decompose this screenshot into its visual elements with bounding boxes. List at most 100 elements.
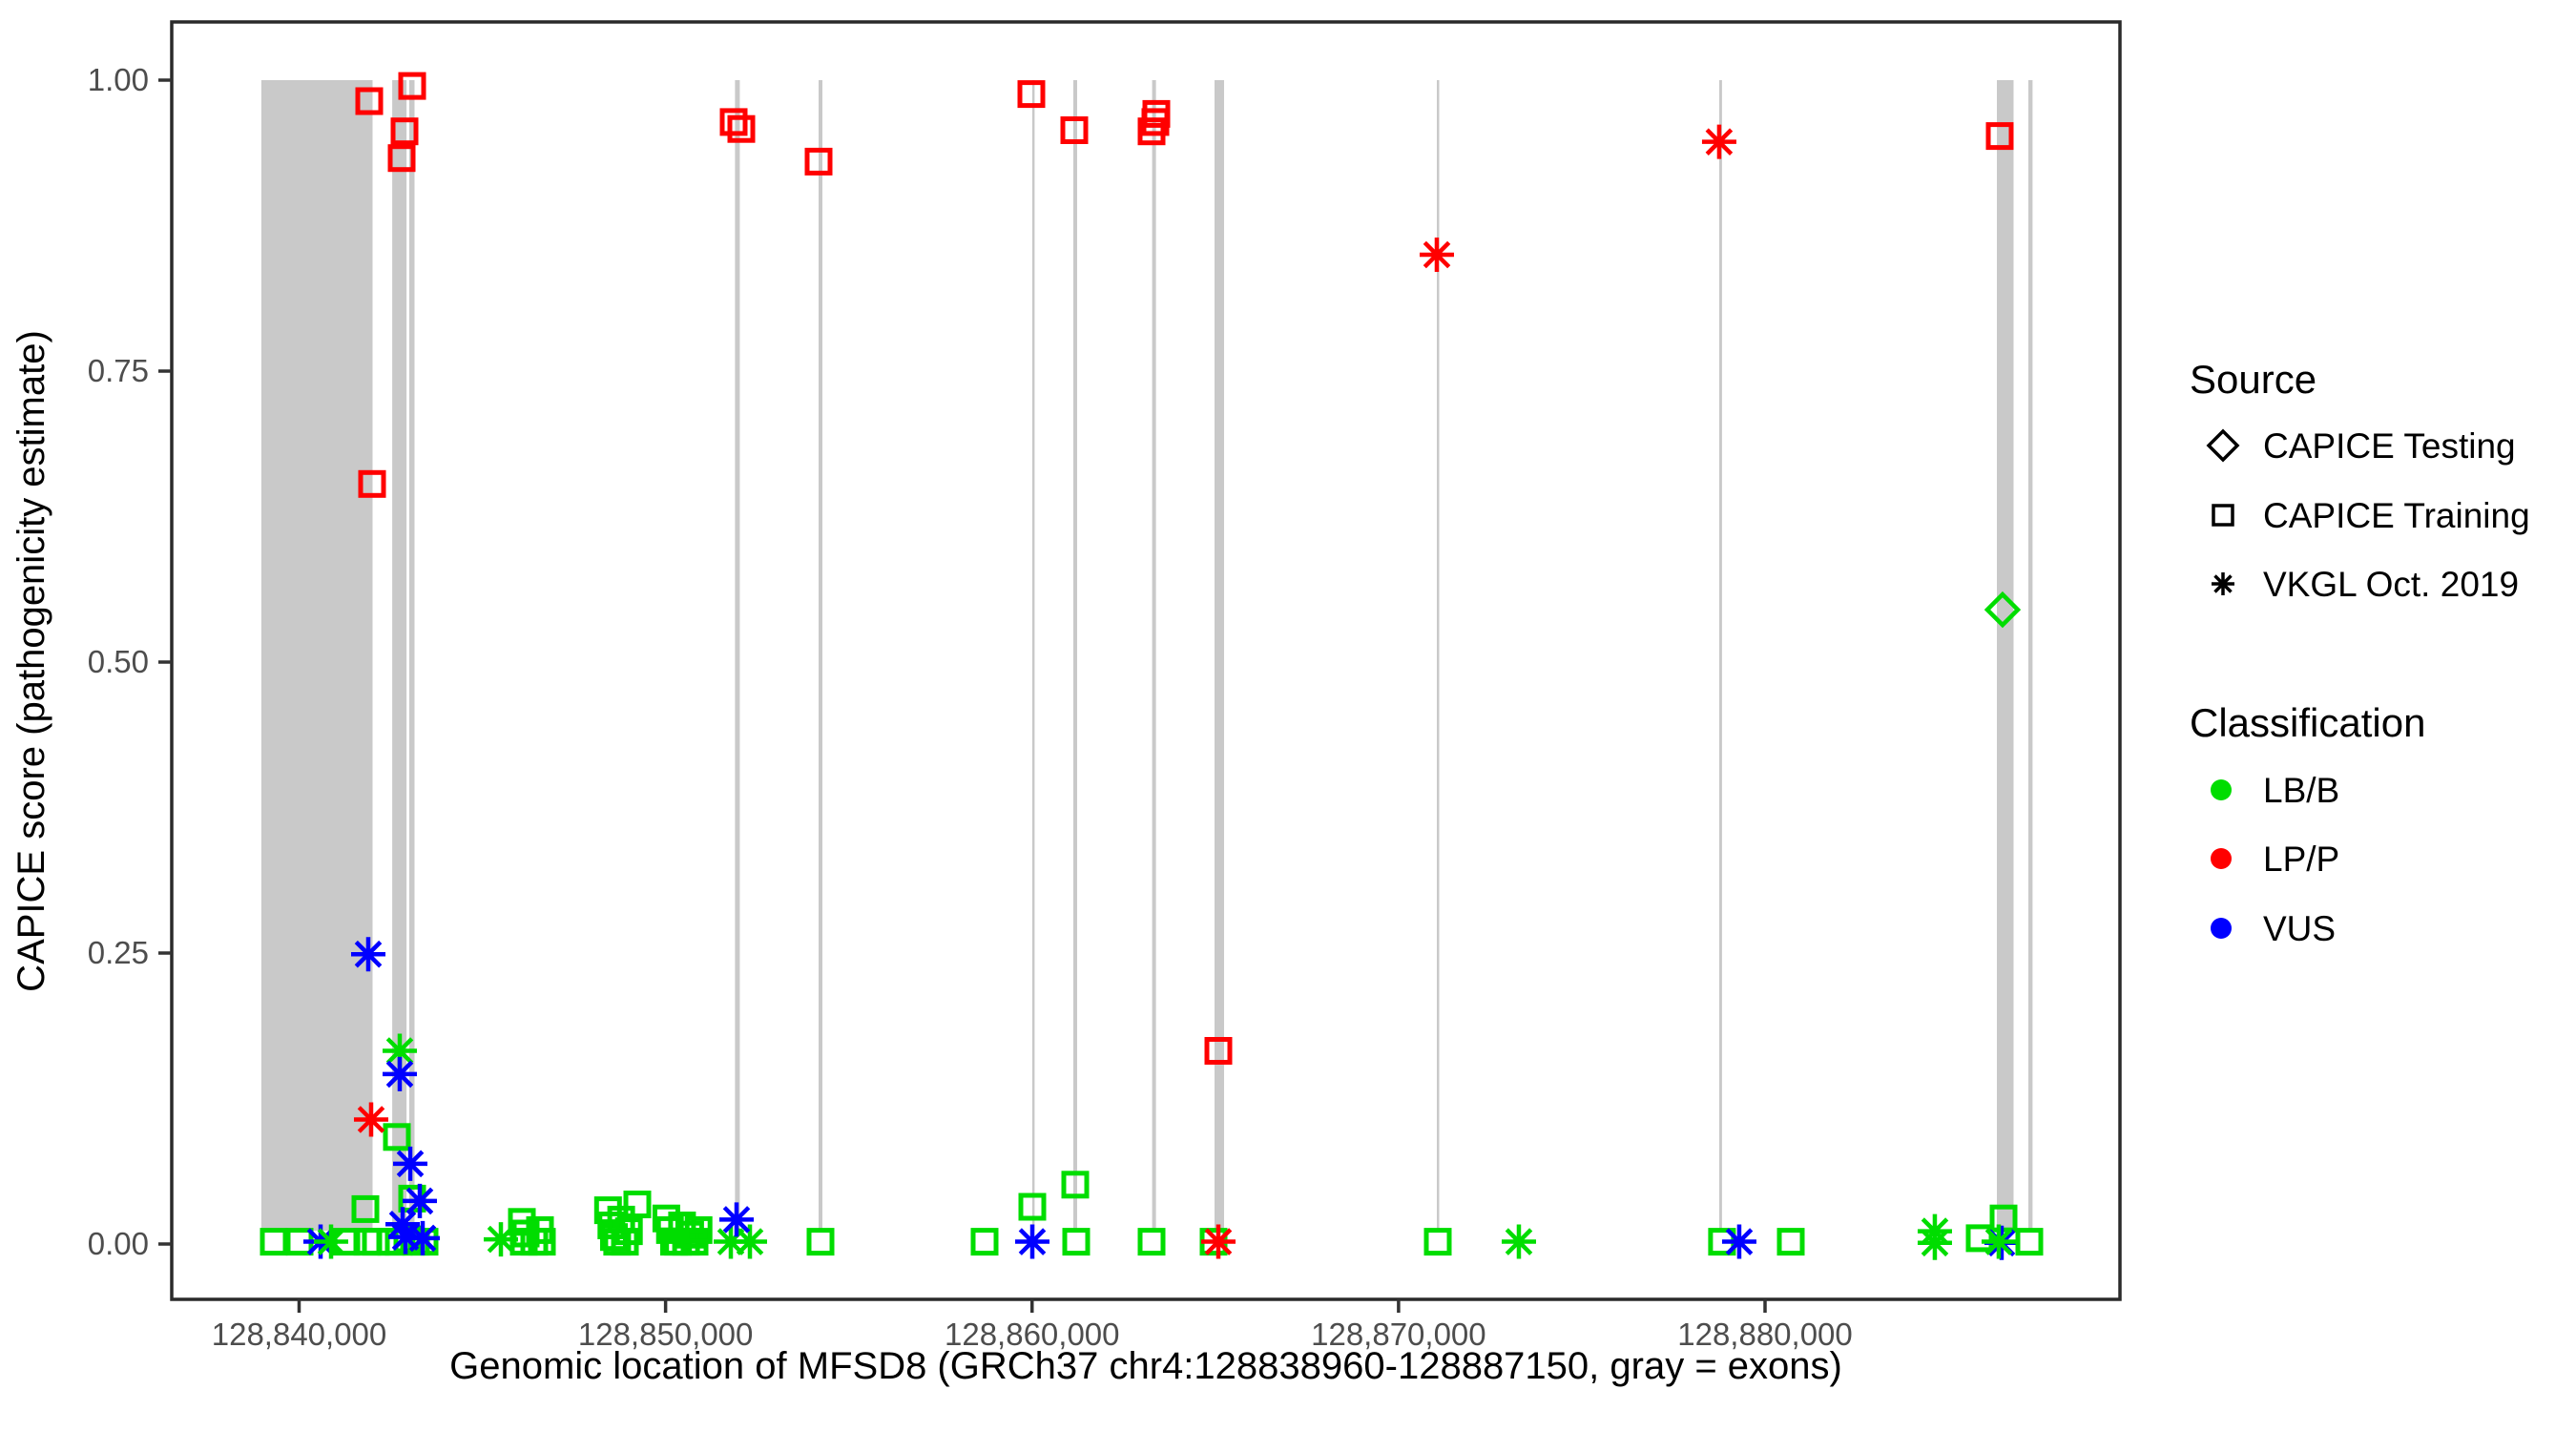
legend-item-label: CAPICE Testing — [2263, 426, 2516, 466]
square-marker — [362, 1228, 390, 1256]
asterisk-marker — [402, 1183, 437, 1218]
x-tick-label: 128,870,000 — [1311, 1317, 1486, 1352]
exon-rect — [1997, 80, 2014, 1231]
y-tick-label: 1.00 — [88, 62, 149, 97]
x-tick-label: 128,860,000 — [945, 1317, 1120, 1352]
asterisk-marker — [1721, 1224, 1756, 1259]
square-marker — [1137, 117, 1166, 146]
asterisk-marker — [718, 1202, 754, 1237]
asterisk-marker — [483, 1222, 518, 1257]
asterisk-marker — [733, 1224, 768, 1259]
asterisk-marker — [382, 1033, 417, 1068]
square-marker — [358, 469, 386, 498]
square-marker — [623, 1191, 652, 1218]
panel-border — [170, 20, 2122, 1301]
square-marker — [1061, 1171, 1090, 1199]
y-tick-label: 0.25 — [88, 935, 149, 970]
exon-rect — [819, 80, 822, 1231]
lpp-dot-icon — [2211, 848, 2232, 869]
y-tick-label: 0.75 — [88, 353, 149, 388]
asterisk-marker — [353, 1102, 388, 1137]
square-marker — [1017, 80, 1046, 109]
square-marker — [351, 1194, 380, 1223]
legend-item-capice-testing: CAPICE Testing — [2206, 426, 2516, 466]
exon-rect — [1719, 80, 1722, 1231]
legend-item-label: VUS — [2263, 909, 2336, 948]
square-marker — [528, 1228, 556, 1256]
exon-rect — [1437, 80, 1440, 1231]
asterisk-marker — [393, 1146, 428, 1181]
exon-rect — [1073, 80, 1077, 1231]
exon-layer — [260, 80, 2033, 1231]
x-axis-title: Genomic location of MFSD8 (GRCh37 chr4:1… — [449, 1345, 1842, 1387]
diamond-marker — [1984, 591, 2022, 629]
square-marker — [804, 147, 833, 176]
legend-item-label: LP/P — [2263, 840, 2339, 879]
square-marker — [1062, 1228, 1091, 1256]
square-marker — [1776, 1228, 1805, 1256]
plot-panel — [170, 20, 2122, 1301]
square-marker — [614, 1217, 643, 1246]
asterisk-marker — [1501, 1224, 1536, 1259]
square-marker — [1018, 1192, 1047, 1221]
asterisk-marker — [313, 1224, 348, 1259]
square-marker — [675, 1220, 704, 1249]
square-marker — [1985, 122, 2014, 151]
y-tick-label: 0.00 — [88, 1226, 149, 1261]
vus-dot-icon — [2211, 918, 2232, 939]
asterisk-marker — [385, 1207, 421, 1242]
x-tick-label: 128,840,000 — [212, 1317, 387, 1352]
legend-item-vus: VUS — [2211, 909, 2336, 948]
y-axis-title: CAPICE score (pathogenicity estimate) — [10, 330, 52, 992]
exon-rect — [408, 80, 415, 1231]
asterisk-marker — [1917, 1225, 1952, 1260]
exon-rect — [2028, 80, 2033, 1231]
square-marker — [390, 117, 419, 146]
legend-source: Source CAPICE Testing CAPICE Training VK… — [2190, 357, 2530, 604]
exon-rect — [260, 80, 373, 1231]
square-marker — [1204, 1037, 1233, 1065]
legend-item-capice-training: CAPICE Training — [2212, 496, 2530, 535]
square-marker — [383, 1123, 411, 1151]
exon-rect — [1031, 80, 1035, 1231]
square-marker — [1423, 1228, 1452, 1256]
y-tick-label: 0.50 — [88, 644, 149, 679]
square-marker — [398, 72, 426, 100]
asterisk-marker — [1701, 124, 1736, 159]
exon-rect — [1215, 80, 1224, 1231]
square-marker — [511, 1219, 540, 1248]
data-points — [260, 72, 2044, 1260]
square-marker — [684, 1215, 713, 1244]
square-marker — [970, 1228, 999, 1256]
diamond-icon — [2206, 428, 2240, 463]
exon-rect — [1152, 80, 1156, 1231]
x-tick-label: 128,880,000 — [1677, 1317, 1853, 1352]
square-marker — [1137, 1228, 1166, 1256]
legend-item-label: VKGL Oct. 2019 — [2263, 565, 2519, 604]
asterisk-marker — [1419, 238, 1454, 272]
square-marker — [727, 114, 756, 143]
exon-rect — [392, 80, 407, 1231]
square-marker — [387, 144, 416, 173]
asterisk-icon — [2212, 572, 2234, 595]
square-marker — [806, 1228, 835, 1256]
asterisk-marker — [405, 1220, 440, 1255]
exon-rect — [735, 80, 740, 1231]
square-marker — [1060, 116, 1089, 144]
axes: 128,840,000 128,850,000 128,860,000 128,870… — [88, 62, 1853, 1352]
legend-classification-title: Classification — [2190, 700, 2425, 745]
legend-item-lbb: LB/B — [2211, 771, 2339, 810]
asterisk-marker — [350, 937, 385, 972]
legend-classification: Classification LB/B LP/P VUS — [2190, 700, 2425, 948]
legend-item-label: CAPICE Training — [2263, 496, 2530, 535]
legend-item-lpp: LP/P — [2211, 840, 2339, 879]
square-marker — [719, 108, 748, 136]
asterisk-marker — [1201, 1224, 1236, 1259]
square-marker — [2015, 1228, 2044, 1256]
square-marker — [355, 87, 384, 115]
lbb-dot-icon — [2211, 779, 2232, 800]
asterisk-marker — [1981, 1224, 2016, 1259]
x-tick-label: 128,850,000 — [578, 1317, 754, 1352]
